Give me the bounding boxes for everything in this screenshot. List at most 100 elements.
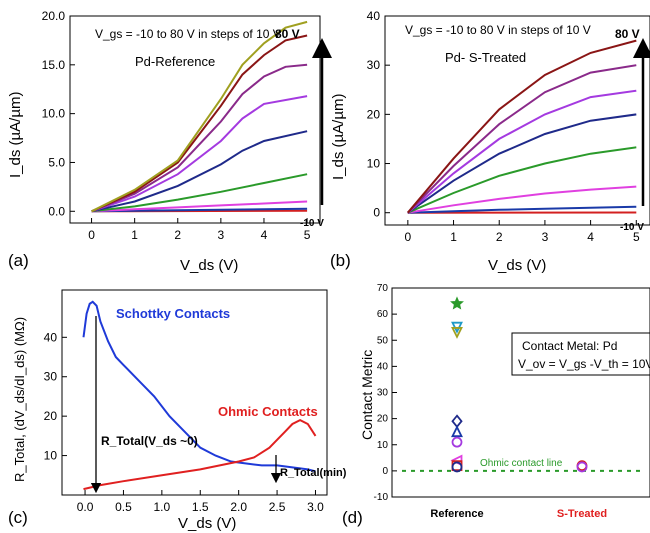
series-line <box>407 89 637 214</box>
overdrive-label: V_ov = V_gs -V_th = 10V <box>518 357 650 371</box>
category-label: S-Treated <box>557 508 607 520</box>
y-tick-label: 30 <box>44 370 58 384</box>
plot-area-c <box>61 289 328 496</box>
panel-a-ylabel: I_ds (µA/µm) <box>7 92 24 178</box>
x-tick-label: 3.0 <box>307 500 324 514</box>
panel-b-ylabel: I_ds (µA/µm) <box>330 94 347 180</box>
panel-a-arrow-top-label: 80 V <box>275 27 300 41</box>
series-line <box>407 205 637 214</box>
data-point <box>451 327 463 339</box>
panel-b-arrow-bottom-label: -10 V <box>620 222 644 233</box>
y-tick-label: 20 <box>44 409 58 423</box>
x-tick-label: 2 <box>174 228 181 242</box>
panel-c-xlabel: V_ds (V) <box>178 515 236 532</box>
contact-metal-box <box>511 332 650 376</box>
annotation-rtotal-min: R_Total(min) <box>280 467 347 479</box>
panel-c-marks: 0.0 0.5 1.0 1.5 2.0 2.5 3.0 10 20 30 40 <box>44 300 324 514</box>
y-tick-label: 70 <box>377 283 389 294</box>
annotation-schottky: Schottky Contacts <box>116 306 230 321</box>
x-tick-label: 1 <box>131 228 138 242</box>
panel-d-ylabel: Contact Metric <box>359 350 375 440</box>
panel-b-label: (b) <box>330 251 351 270</box>
panel-d-marks: -10 0 10 20 30 40 50 60 70 Reference S-Treated <box>374 283 642 520</box>
series-line <box>91 34 308 213</box>
plot-area-b <box>384 15 650 226</box>
y-tick-label: 0 <box>373 206 380 220</box>
x-tick-label: 3 <box>218 228 225 242</box>
plot-area-a <box>69 15 321 224</box>
x-tick-label: 4 <box>261 228 268 242</box>
y-tick-label: 0.0 <box>48 204 65 218</box>
y-tick-label: 30 <box>367 58 381 72</box>
y-tick-label: 60 <box>377 309 389 320</box>
series-line <box>91 207 308 213</box>
y-tick-label: 40 <box>44 330 58 344</box>
panel-a: 0 1 2 3 4 5 0.0 5.0 10.0 15.0 20.0 V_gs = -10 to 8… <box>7 9 332 274</box>
x-tick-label: 5 <box>304 228 311 242</box>
category-label: Reference <box>430 508 483 520</box>
panel-c: 0.0 0.5 1.0 1.5 2.0 2.5 3.0 10 20 30 40 Schottky C… <box>8 289 347 532</box>
x-tick-label: 3 <box>542 230 549 244</box>
series-line <box>91 95 308 213</box>
series-line <box>83 418 317 491</box>
series-line <box>407 39 637 214</box>
x-tick-label: 1 <box>450 230 457 244</box>
data-point <box>451 414 463 429</box>
series-line <box>91 20 308 213</box>
y-tick-label: 15.0 <box>42 58 66 72</box>
y-tick-label: 10 <box>377 440 389 451</box>
panel-d-label: (d) <box>342 508 363 527</box>
panel-b-annotation: V_gs = -10 to 80 V in steps of 10 V <box>405 23 591 37</box>
y-tick-label: -10 <box>374 492 389 503</box>
series-line <box>82 300 316 473</box>
panel-c-ylabel: R_Total, (dV_ds/dI_ds) (MΩ) <box>12 317 27 482</box>
data-point <box>451 461 463 473</box>
x-tick-label: 0.0 <box>77 500 94 514</box>
x-tick-label: 2.0 <box>230 500 247 514</box>
series-line <box>91 130 308 213</box>
series-line <box>91 173 308 213</box>
y-tick-label: 0 <box>382 466 388 477</box>
panel-a-annotation: V_gs = -10 to 80 V in steps of 10 V <box>95 27 281 41</box>
panel-a-arrow-bottom-label: -10 V <box>300 218 324 229</box>
panel-a-label: (a) <box>8 251 29 270</box>
contact-metal-label: Contact Metal: Pd <box>522 339 617 353</box>
data-point <box>450 296 464 310</box>
y-tick-label: 20.0 <box>42 9 66 23</box>
x-tick-label: 0 <box>88 228 95 242</box>
x-tick-label: 4 <box>587 230 594 244</box>
x-tick-label: 1.5 <box>192 500 209 514</box>
series-line <box>407 113 637 214</box>
panel-d: -10 0 10 20 30 40 50 60 70 Reference S-Treated Ohm… <box>342 283 650 527</box>
panel-c-label: (c) <box>8 508 28 527</box>
y-tick-label: 20 <box>367 107 381 121</box>
y-tick-label: 10.0 <box>42 107 66 121</box>
panel-a-marks: 0 1 2 3 4 5 0.0 5.0 10.0 15.0 20.0 <box>42 9 311 242</box>
annotation-ohmic: Ohmic Contacts <box>218 404 318 419</box>
series-line <box>91 200 308 213</box>
y-tick-label: 5.0 <box>48 155 65 169</box>
series-line <box>407 185 637 214</box>
y-tick-label: 10 <box>367 157 381 171</box>
y-tick-label: 30 <box>377 388 389 399</box>
x-tick-label: 0 <box>405 230 412 244</box>
series-line <box>407 146 637 214</box>
panel-b-marks: 0 1 2 3 4 5 0 10 20 30 40 <box>367 9 640 244</box>
data-point <box>451 425 463 438</box>
panel-a-xlabel: V_ds (V) <box>180 257 238 274</box>
panel-a-sample-label: Pd-Reference <box>135 54 215 69</box>
x-tick-label: 1.0 <box>154 500 171 514</box>
data-point <box>576 461 588 473</box>
x-tick-label: 5 <box>633 230 640 244</box>
y-tick-label: 20 <box>377 414 389 425</box>
series-line <box>91 63 308 213</box>
panel-b: 0 1 2 3 4 5 0 10 20 30 40 V_gs = -10 to 80 V in st… <box>330 9 650 274</box>
panel-b-arrow-top-label: 80 V <box>615 27 640 41</box>
series-line <box>407 64 637 214</box>
y-tick-label: 40 <box>367 9 381 23</box>
panel-b-sample-label: Pd- S-Treated <box>445 50 526 65</box>
x-tick-label: 2 <box>496 230 503 244</box>
x-tick-label: 2.5 <box>269 500 286 514</box>
panel-b-xlabel: V_ds (V) <box>488 257 546 274</box>
